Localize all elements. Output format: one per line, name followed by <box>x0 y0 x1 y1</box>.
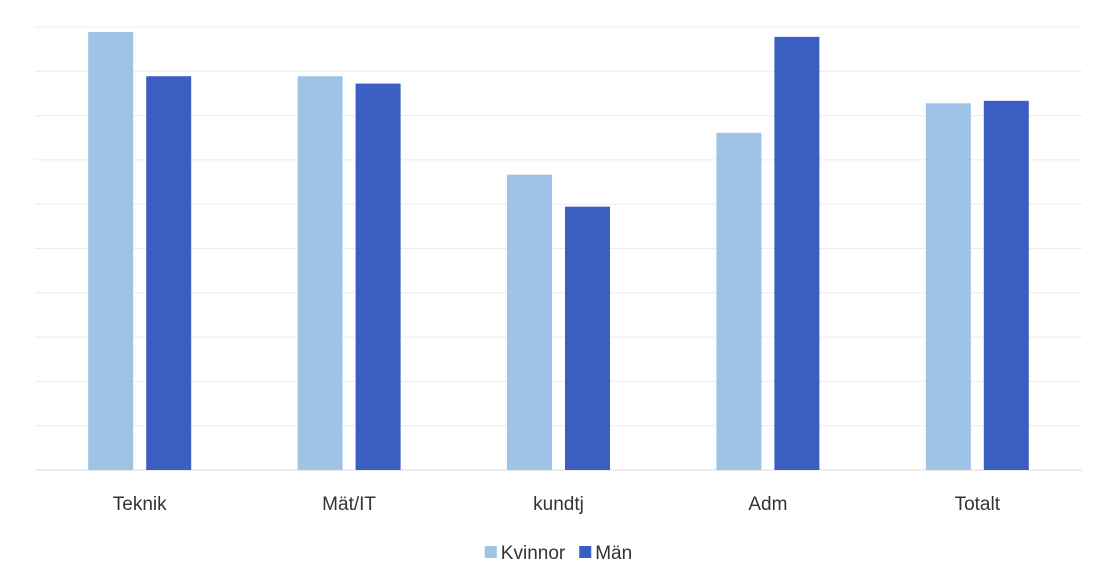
legend-item-män: Män <box>579 543 632 564</box>
bar-kvinnor-teknik <box>88 31 134 471</box>
x-tick-label: Teknik <box>113 494 167 515</box>
bar-kvinnor-adm <box>716 132 762 471</box>
x-tick-label: kundtj <box>533 494 584 515</box>
bar-män-adm <box>774 36 820 470</box>
bar-män-teknik <box>146 76 192 470</box>
x-tick-label: Adm <box>748 494 787 515</box>
bar-kvinnor-totalt <box>925 103 971 471</box>
bar-kvinnor-m-t-it <box>297 76 343 470</box>
bar-män-m-t-it <box>355 83 401 470</box>
legend-swatch <box>484 546 497 558</box>
bar-kvinnor-kundtj <box>507 174 552 470</box>
x-tick-label: Mät/IT <box>322 494 376 515</box>
bar-män-totalt <box>983 100 1029 470</box>
legend-label: Kvinnor <box>501 543 566 564</box>
gridlines <box>35 26 1082 471</box>
legend-swatch <box>579 546 592 558</box>
x-tick-label: Totalt <box>955 494 1001 515</box>
bars <box>88 31 1029 471</box>
legend: Kvinnor Män <box>484 543 632 564</box>
legend-label: Män <box>595 543 632 564</box>
x-axis-tick-labels: Teknik Mät/IT kundtj Adm Totalt <box>113 494 1001 515</box>
bar-män-kundtj <box>565 206 610 470</box>
legend-item-kvinnor: Kvinnor <box>484 543 566 564</box>
